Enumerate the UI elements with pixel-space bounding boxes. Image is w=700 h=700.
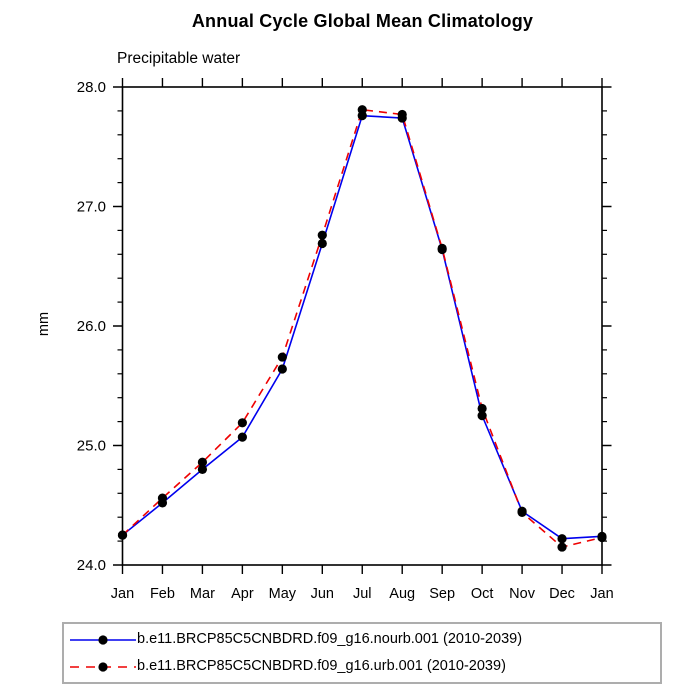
x-tick-label: Feb — [150, 586, 175, 602]
x-tick-label: Jan — [590, 586, 613, 602]
data-point — [237, 432, 247, 442]
x-tick-label: Oct — [471, 586, 494, 602]
x-tick-label: May — [269, 586, 297, 602]
urb-series-sample-icon — [70, 661, 136, 672]
legend-item-nourb: b.e11.BRCP85C5CNBDRD.f09_g16.nourb.001 (… — [69, 626, 660, 653]
data-point — [477, 411, 487, 421]
legend: b.e11.BRCP85C5CNBDRD.f09_g16.nourb.001 (… — [62, 622, 662, 684]
data-point — [317, 230, 327, 240]
x-tick-label: Sep — [429, 586, 455, 602]
plot-frame — [121, 86, 603, 566]
x-tick-label: Dec — [549, 586, 575, 602]
data-point — [237, 418, 247, 428]
data-point — [557, 542, 567, 552]
series-line-1 — [121, 108, 603, 548]
y-tick-label: 27.0 — [77, 199, 106, 216]
data-point — [477, 403, 487, 414]
legend-item-urb: b.e11.BRCP85C5CNBDRD.f09_g16.urb.001 (20… — [69, 653, 660, 680]
x-tick-label: Jun — [311, 586, 334, 602]
data-point — [157, 493, 168, 503]
line-chart: Jan Feb Mar Apr May Jun Jul Aug Sep Oct Nov Dec Jan 2… — [77, 78, 614, 602]
legend-label-urb: b.e11.BRCP85C5CNBDRD.f09_g16.urb.001 (20… — [137, 658, 506, 675]
y-tick-label: 26.0 — [77, 318, 106, 335]
series-markers-1 — [117, 105, 607, 552]
x-tick-label: Apr — [231, 586, 254, 602]
data-point — [277, 364, 287, 374]
y-tick-label: 25.0 — [77, 438, 106, 455]
y-tick-label: 24.0 — [77, 557, 106, 574]
data-point — [357, 105, 367, 115]
data-point — [557, 534, 567, 544]
data-point — [597, 532, 607, 543]
x-tick-label: Jul — [353, 586, 372, 602]
data-point — [197, 457, 208, 467]
x-tick-label: Mar — [190, 586, 215, 602]
chart-subtitle: Precipitable water — [117, 50, 241, 67]
data-point — [437, 243, 447, 253]
y-tick-label: 28.0 — [77, 79, 106, 96]
data-point — [277, 352, 287, 362]
series-line-0 — [121, 114, 603, 540]
legend-label-nourb: b.e11.BRCP85C5CNBDRD.f09_g16.nourb.001 (… — [137, 631, 523, 648]
x-tick-label: Jan — [111, 586, 134, 602]
data-point — [397, 109, 407, 120]
data-point — [117, 530, 128, 540]
data-point — [517, 507, 527, 518]
page-title: Annual Cycle Global Mean Climatology — [191, 11, 534, 31]
y-axis-ticks: 24.0 25.0 26.0 27.0 28.0 — [77, 79, 612, 574]
x-tick-label: Aug — [389, 586, 415, 602]
data-point — [197, 464, 208, 474]
nourb-series-sample-icon — [70, 634, 136, 645]
x-tick-label: Nov — [509, 586, 536, 602]
data-point — [317, 238, 327, 249]
x-axis-ticks: Jan Feb Mar Apr May Jun Jul Aug Sep Oct Nov Dec Jan — [111, 78, 614, 602]
